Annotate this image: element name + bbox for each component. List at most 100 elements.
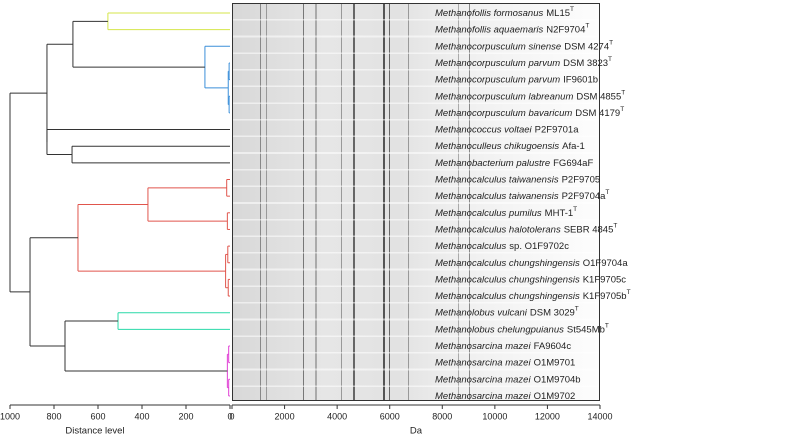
strain-species: Methanocorpusculum labreanum — [435, 91, 573, 102]
strain-species: Methanosarcina mazei — [435, 357, 531, 368]
strain-species: Methanocorpusculum sinense — [435, 41, 561, 52]
strain-id: IF9601b — [563, 74, 598, 85]
strain-id: DSM 3029 — [530, 307, 575, 318]
x-tick-label: 8000 — [432, 411, 452, 421]
strain-label: Methanoculleus chikugoensis Afa-1 — [435, 141, 585, 152]
strain-species: Methanolobus chelungpuianus — [435, 324, 564, 335]
strain-label: Methanocorpusculum parvum DSM 3823T — [435, 56, 612, 68]
strain-id: SEBR 4845 — [564, 224, 614, 235]
strain-label: Methanosarcina mazei O1M9701 — [435, 357, 575, 368]
strain-label: Methanocorpusculum sinense DSM 4274T — [435, 40, 613, 52]
strain-label: Methanocalculus chungshingensis K1F9705bT — [435, 289, 631, 301]
x-tick-label: 6000 — [380, 411, 400, 421]
strain-label: Methanocorpusculum parvum IF9601b — [435, 74, 598, 85]
strain-species: Methanocalculus chungshingensis — [435, 257, 580, 268]
strain-id: sp. O1F9702c — [509, 241, 569, 252]
strain-id: Afa-1 — [562, 141, 585, 152]
strain-label: Methanofollis formosanus ML15T — [435, 6, 574, 18]
strain-label: Methanocorpusculum bavaricum DSM 4179T — [435, 106, 624, 118]
strain-label: Methanofollis aquaemaris N2F9704T — [435, 23, 589, 35]
type-strain-mark: T — [608, 56, 612, 63]
strain-species: Methanococcus voltaei — [435, 124, 533, 135]
type-strain-mark: T — [573, 206, 577, 213]
type-strain-mark: T — [605, 323, 609, 330]
strain-id: P2F9704a — [562, 191, 607, 202]
type-strain-mark: T — [621, 89, 625, 96]
strain-label: Methanosarcina mazei O1M9704b — [435, 374, 581, 385]
strain-species: Methanofollis formosanus — [435, 8, 543, 19]
strain-id: O1M9704b — [534, 374, 581, 385]
x-tick-label: 0 — [227, 411, 232, 421]
strain-species: Methanosarcina mazei — [435, 341, 531, 352]
x-axis-title: Distance level — [65, 426, 124, 437]
type-strain-mark: T — [609, 40, 613, 47]
strain-id: O1F9704a — [583, 257, 629, 268]
strain-label: Methanococcus voltaei P2F9701a — [435, 124, 579, 135]
strain-species: Methanofollis aquaemaris — [435, 24, 544, 35]
strain-label: Methanocalculus chungshingensis K1F9705c — [435, 274, 626, 285]
x-axis-title: Da — [410, 426, 423, 437]
strain-species: Methanocalculus chungshingensis — [435, 274, 580, 285]
strain-species: Methanocalculus pumilus — [435, 207, 542, 218]
strain-label: Methanocalculus taiwanensis P2F9704aT — [435, 189, 609, 201]
x-tick-label: 200 — [178, 411, 193, 421]
strain-id: ML15 — [546, 8, 570, 19]
strain-id: St545Mb — [567, 324, 605, 335]
x-tick-label: 600 — [90, 411, 105, 421]
type-strain-mark: T — [605, 189, 609, 196]
x-tick-label: 0 — [229, 411, 234, 421]
strain-species: Methanocorpusculum parvum — [435, 57, 560, 68]
strain-label: Methanosarcina mazei O1M9702 — [435, 390, 575, 401]
strain-label: Methanolobus chelungpuianus St545MbT — [435, 323, 609, 335]
strain-label: Methanocalculus taiwanensis P2F9705 — [435, 174, 600, 185]
strain-id: FA9604c — [534, 341, 572, 352]
x-tick-label: 2000 — [275, 411, 295, 421]
strain-id: K1F9705c — [583, 274, 627, 285]
strain-label: Methanocalculus halotolerans SEBR 4845T — [435, 223, 617, 235]
strain-label: Methanocalculus pumilus MHT-1T — [435, 206, 577, 218]
x-tick-label: 4000 — [327, 411, 347, 421]
strain-id: O1M9701 — [534, 357, 576, 368]
strain-species: Methanocalculus chungshingensis — [435, 291, 580, 302]
strain-species: Methanocalculus taiwanensis — [435, 191, 559, 202]
strain-label: Methanocalculus sp. O1F9702c — [435, 241, 569, 252]
strain-id: DSM 4274 — [564, 41, 609, 52]
strain-label: Methanosarcina mazei FA9604c — [435, 341, 571, 352]
strain-id: P2F9705 — [562, 174, 601, 185]
strain-species: Methanosarcina mazei — [435, 374, 531, 385]
type-strain-mark: T — [575, 306, 579, 313]
x-tick-label: 12000 — [535, 411, 560, 421]
strain-species: Methanocalculus halotolerans — [435, 224, 561, 235]
strain-id: O1M9702 — [534, 390, 576, 401]
strain-species: Methanocorpusculum bavaricum — [435, 107, 572, 118]
strain-species: Methanosarcina mazei — [435, 390, 531, 401]
x-tick-label: 10000 — [482, 411, 507, 421]
strain-id: MHT-1 — [545, 207, 574, 218]
x-tick-label: 800 — [46, 411, 61, 421]
strain-label: Methanocorpusculum labreanum DSM 4855T — [435, 89, 625, 101]
type-strain-mark: T — [613, 223, 617, 230]
strain-species: Methanobacterium palustre — [435, 157, 550, 168]
strain-species: Methanocorpusculum parvum — [435, 74, 560, 85]
strain-label: Methanocalculus chungshingensis O1F9704a — [435, 257, 628, 268]
strain-id: N2F9704 — [546, 24, 585, 35]
type-strain-mark: T — [585, 23, 589, 30]
type-strain-mark: T — [570, 6, 574, 13]
strain-id: P2F9701a — [535, 124, 580, 135]
strain-id: FG694aF — [553, 157, 593, 168]
type-strain-mark: T — [627, 289, 631, 296]
strain-label: Methanobacterium palustre FG694aF — [435, 157, 593, 168]
gel-image — [232, 3, 600, 401]
strain-species: Methanoculleus chikugoensis — [435, 141, 559, 152]
strain-species: Methanolobus vulcani — [435, 307, 528, 318]
strain-label: Methanolobus vulcani DSM 3029T — [435, 306, 579, 318]
strain-species: Methanocalculus taiwanensis — [435, 174, 559, 185]
strain-id: DSM 4179 — [575, 107, 620, 118]
x-tick-label: 1000 — [0, 411, 20, 421]
x-tick-label: 14000 — [587, 411, 612, 421]
type-strain-mark: T — [620, 106, 624, 113]
x-tick-label: 400 — [134, 411, 149, 421]
strain-id: K1F9705b — [583, 291, 627, 302]
